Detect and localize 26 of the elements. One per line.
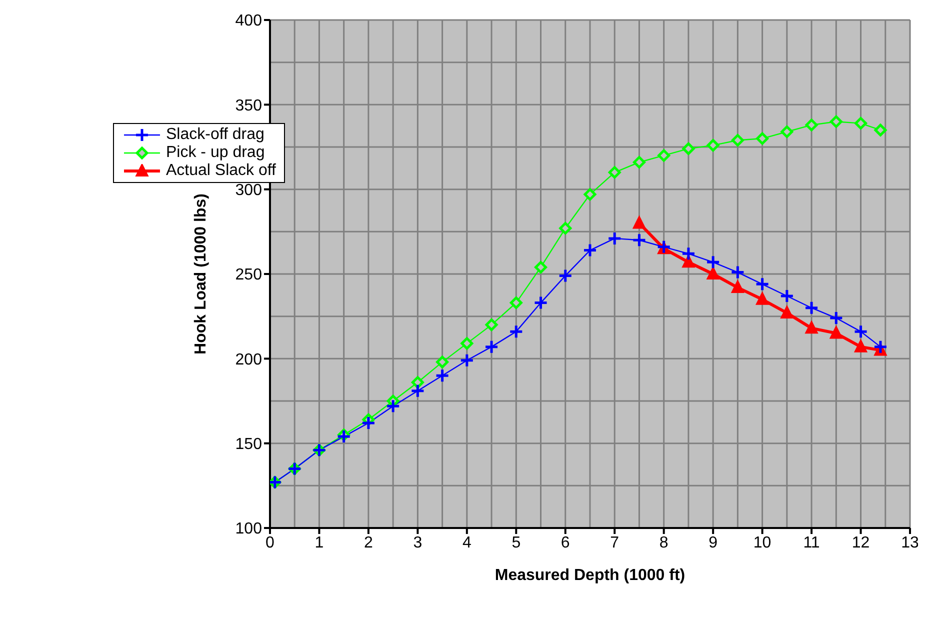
x-tick-label: 10 (753, 534, 772, 552)
y-tick-label: 350 (235, 97, 262, 114)
x-tick-label: 13 (901, 534, 919, 552)
x-tick-label: 11 (803, 534, 820, 552)
y-tick-label: 100 (235, 520, 262, 538)
x-tick-label: 9 (708, 534, 718, 552)
legend-label: Slack-off drag (166, 126, 264, 144)
y-tick-label: 300 (235, 182, 262, 200)
x-tick-label: 12 (852, 534, 870, 552)
x-tick-label: 0 (266, 534, 275, 552)
x-tick-label: 5 (512, 534, 521, 552)
legend-label: Actual Slack off (166, 162, 276, 180)
x-tick-label: 4 (462, 534, 472, 552)
x-tick-label: 8 (659, 534, 668, 552)
x-axis-title: Measured Depth (1000 ft) (494, 567, 686, 584)
y-tick-label: 150 (235, 436, 262, 454)
x-tick-label: 3 (413, 534, 422, 552)
x-tick-label: 7 (610, 534, 620, 552)
x-tick-label: 1 (314, 534, 324, 552)
y-tick-label: 400 (235, 12, 262, 30)
legend-label: Pick - up drag (166, 144, 265, 162)
x-tick-label: 6 (560, 534, 570, 552)
x-tick-label: 2 (364, 534, 373, 552)
y-tick-label: 200 (235, 351, 262, 368)
y-axis-title: Hook Load (1000 lbs) (192, 194, 210, 354)
y-tick-label: 250 (235, 266, 262, 284)
